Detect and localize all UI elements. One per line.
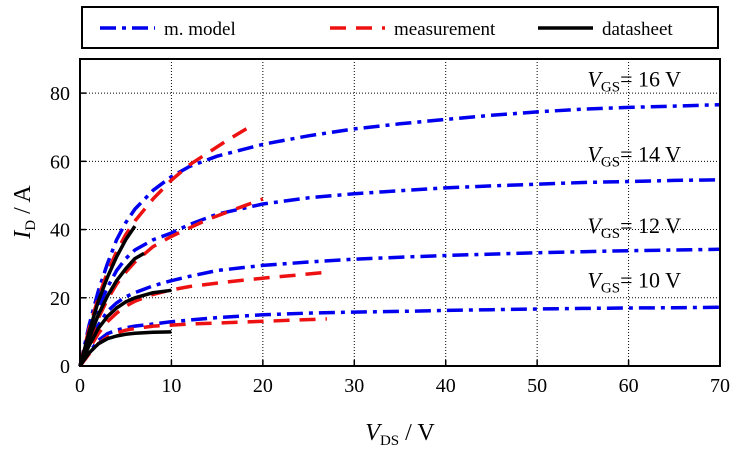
vgs-annotation: VGS= 12 V — [587, 213, 681, 242]
x-tick-label: 60 — [619, 375, 639, 397]
x-tick-label: 30 — [344, 375, 364, 397]
x-axis-label: VDS / V — [365, 420, 435, 449]
series-line-model-16V — [78, 102, 721, 367]
series-line-model-12V — [78, 247, 721, 367]
legend: m. model measurement datasheet — [81, 6, 719, 49]
legend-label-0: m. model — [164, 19, 236, 40]
x-tick-label: 40 — [436, 375, 456, 397]
legend-box — [81, 6, 719, 49]
y-tick-label: 0 — [60, 356, 70, 378]
series-line-meas-16V — [78, 125, 251, 367]
ticks: 0 10 20 30 40 50 60 70 0 20 40 60 80 — [50, 83, 730, 397]
x-tick-label: 20 — [253, 375, 273, 397]
x-tick-label: 0 — [75, 375, 85, 397]
x-tick-label: 50 — [527, 375, 547, 397]
y-tick-label: 40 — [50, 220, 70, 242]
series-line-ds-12V — [78, 288, 172, 367]
vgs-annotation: VGS= 10 V — [587, 268, 681, 297]
x-tick-label: 10 — [161, 375, 181, 397]
vgs-annotation: VGS= 16 V — [587, 66, 681, 95]
y-tick-label: 20 — [50, 288, 70, 310]
plot-frame — [79, 58, 721, 367]
legend-label-1: measurement — [394, 19, 496, 40]
plot-area — [80, 59, 720, 366]
legend-label-2: datasheet — [602, 19, 673, 40]
x-tick-label: 70 — [710, 375, 730, 397]
y-axis-label: ID / A — [10, 185, 39, 240]
series-layer — [78, 102, 721, 368]
y-tick-label: 60 — [50, 151, 70, 173]
series-line-ds-10V — [78, 330, 172, 367]
vgs-annotation: VGS= 14 V — [587, 141, 681, 170]
y-tick-label: 80 — [50, 83, 70, 105]
axis-labels: VDS / V ID / A — [10, 185, 435, 449]
series-line-model-10V — [78, 305, 721, 367]
annotations: VGS= 16 V VGS= 14 V VGS= 12 V VGS= 10 V — [587, 66, 681, 296]
series-line-ds-14V — [78, 251, 145, 367]
